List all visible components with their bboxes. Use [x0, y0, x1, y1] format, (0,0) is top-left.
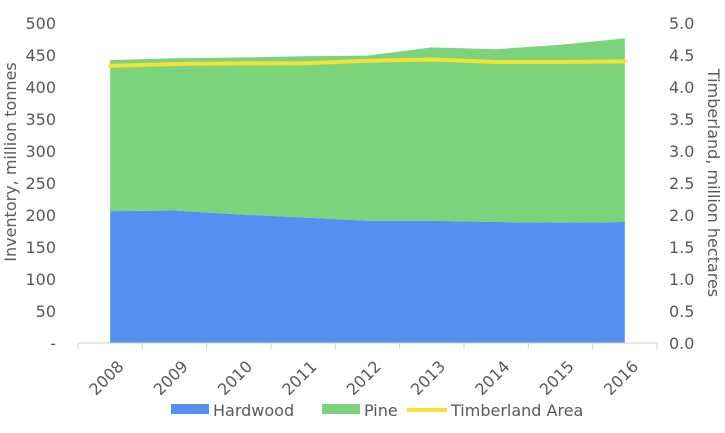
legend-item-hardwood: Hardwood — [171, 401, 294, 420]
y-axis-right-title: Timberland, million hectares — [704, 68, 723, 297]
line-layer — [108, 57, 627, 68]
x-tick-label: 2015 — [536, 357, 578, 399]
y-right-tick-label: 3.5 — [669, 110, 694, 129]
legend-item-timberland-area: Timberland Area — [407, 401, 583, 420]
y-left-tick-label: 100 — [25, 270, 56, 289]
y-right-tick-label: 3.0 — [669, 142, 694, 161]
legend-label: Timberland Area — [450, 401, 583, 420]
legend-swatch — [171, 404, 209, 414]
y-right-tick-label: 1.5 — [669, 238, 694, 257]
y-right-tick-label: 4.0 — [669, 78, 694, 97]
y-right-tick-label: 4.5 — [669, 46, 694, 65]
y-left-tick-label: 200 — [25, 206, 56, 225]
y-left-tick-label: 50 — [36, 302, 56, 321]
line-timberland-area — [108, 57, 627, 68]
x-tick-label: 2009 — [150, 357, 192, 399]
y-right-tick-label: 2.0 — [669, 206, 694, 225]
area-layer — [110, 38, 625, 343]
x-tick-label: 2012 — [343, 357, 385, 399]
x-tick-label: 2016 — [600, 357, 642, 399]
y-left-tick-label: 350 — [25, 110, 56, 129]
legend-item-pine: Pine — [322, 401, 398, 420]
y-left-tick-label: 500 — [25, 14, 56, 33]
y-right-tick-label: 0.0 — [669, 334, 694, 353]
y-left-tick-label: 450 — [25, 46, 56, 65]
x-tick-label: 2013 — [407, 357, 449, 399]
area-hardwood — [110, 210, 625, 343]
area-pine — [110, 38, 625, 223]
x-tick-label: 2008 — [85, 357, 127, 399]
y-left-tick-label: 400 — [25, 78, 56, 97]
y-right-tick-label: 5.0 — [669, 14, 694, 33]
y-left-tick-label: 300 — [25, 142, 56, 161]
x-tick-label: 2011 — [278, 357, 320, 399]
y-right-tick-label: 2.5 — [669, 174, 694, 193]
legend-label: Hardwood — [213, 401, 294, 420]
y-axis-left-title: Inventory, million tonnes — [1, 62, 20, 262]
legend-swatch — [322, 404, 360, 414]
y-right-tick-label: 0.5 — [669, 302, 694, 321]
x-tick-label: 2014 — [471, 357, 513, 399]
y-right-tick-label: 1.0 — [669, 270, 694, 289]
y-left-tick-label: 150 — [25, 238, 56, 257]
y-left-tick-label: - — [50, 334, 56, 353]
x-tick-label: 2010 — [214, 357, 256, 399]
legend: Hardwood Pine Timberland Area — [171, 401, 583, 420]
y-left-tick-label: 250 — [25, 174, 56, 193]
legend-label: Pine — [364, 401, 398, 420]
